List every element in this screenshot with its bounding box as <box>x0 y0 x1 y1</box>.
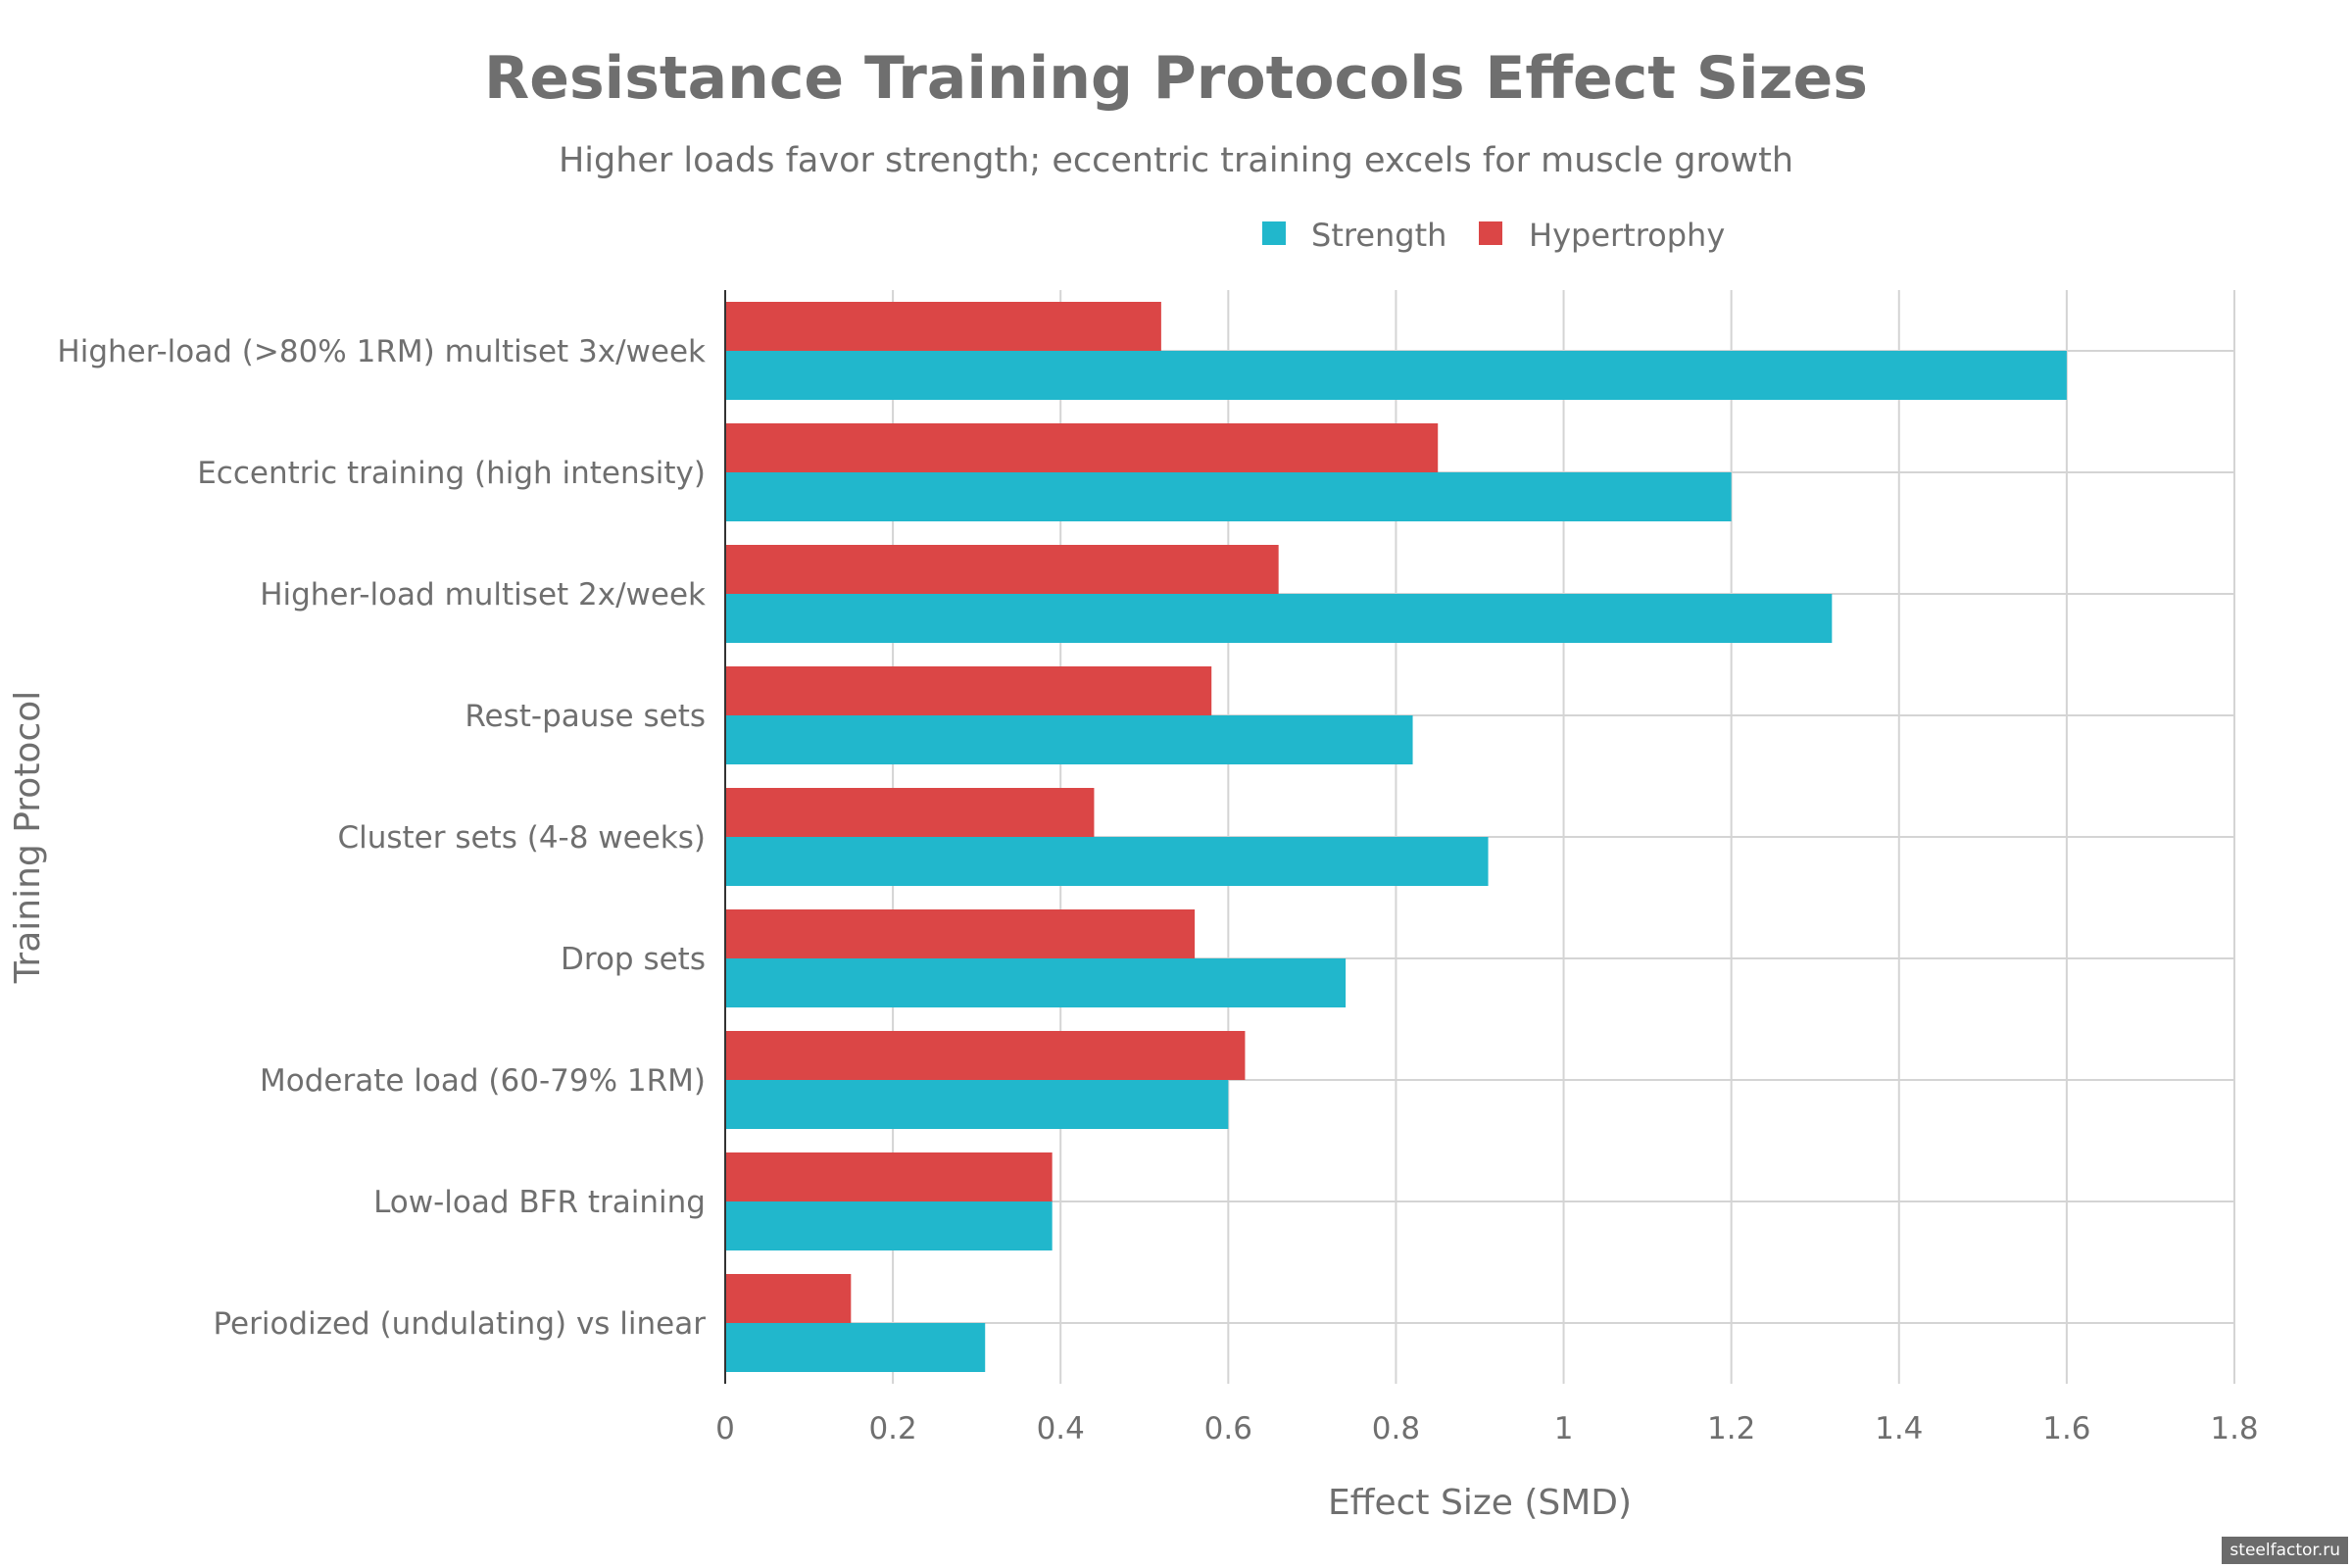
y-axis-title: Training Protocol <box>8 691 48 985</box>
category-label: Low-load BFR training <box>373 1185 706 1220</box>
x-tick-labels: 0 0.2 0.4 0.6 0.8 1 1.2 1.4 1.6 1.8 <box>715 1411 2259 1446</box>
category-label: Higher-load multiset 2x/week <box>260 577 706 612</box>
category-label: Cluster sets (4-8 weeks) <box>337 820 706 856</box>
chart-subtitle: Higher loads favor strength; eccentric t… <box>559 141 1793 180</box>
bar-hypertrophy <box>725 302 1161 351</box>
bar-hypertrophy <box>725 666 1212 715</box>
bar-hypertrophy <box>725 1031 1246 1080</box>
bar-strength <box>725 351 2067 400</box>
legend: Strength Hypertrophy <box>1262 217 1725 254</box>
category-label: Rest-pause sets <box>465 699 706 734</box>
x-tick-label: 0.6 <box>1204 1411 1252 1446</box>
bar-strength <box>725 1323 986 1372</box>
bar-hypertrophy <box>725 1274 852 1323</box>
x-tick-label: 1.8 <box>2210 1411 2258 1446</box>
bar-hypertrophy <box>725 1152 1053 1201</box>
bar-hypertrophy <box>725 545 1279 594</box>
x-tick-label: 0.4 <box>1037 1411 1085 1446</box>
category-label: Higher-load (>80% 1RM) multiset 3x/week <box>57 334 706 369</box>
category-label: Eccentric training (high intensity) <box>197 456 706 491</box>
category-labels: Higher-load (>80% 1RM) multiset 3x/week E… <box>57 334 706 1342</box>
legend-label-hypertrophy: Hypertrophy <box>1529 217 1725 254</box>
legend-label-strength: Strength <box>1311 217 1446 254</box>
x-tick-label: 0.2 <box>868 1411 916 1446</box>
bar-strength <box>725 472 1732 521</box>
bar-hypertrophy <box>725 909 1196 958</box>
bar-strength <box>725 594 1833 643</box>
x-tick-label: 0 <box>715 1411 735 1446</box>
bar-strength <box>725 1080 1229 1129</box>
category-label: Drop sets <box>561 942 706 977</box>
bar-hypertrophy <box>725 423 1439 472</box>
bar-hypertrophy <box>725 788 1095 837</box>
bar-strength <box>725 837 1489 886</box>
category-label: Moderate load (60-79% 1RM) <box>260 1063 706 1099</box>
x-tick-label: 1.2 <box>1707 1411 1755 1446</box>
x-tick-label: 1.4 <box>1875 1411 1923 1446</box>
chart-title: Resistance Training Protocols Effect Siz… <box>484 44 1868 113</box>
legend-swatch-hypertrophy <box>1479 221 1502 245</box>
bar-strength <box>725 1201 1053 1250</box>
bar-strength <box>725 958 1347 1007</box>
x-axis-title: Effect Size (SMD) <box>1328 1483 1632 1523</box>
category-label: Periodized (undulating) vs linear <box>213 1306 706 1342</box>
x-tick-label: 0.8 <box>1372 1411 1420 1446</box>
x-tick-label: 1.6 <box>2042 1411 2090 1446</box>
legend-swatch-strength <box>1262 221 1286 245</box>
watermark: steelfactor.ru <box>2222 1537 2348 1564</box>
bar-strength <box>725 715 1413 764</box>
bars <box>725 302 2067 1372</box>
x-tick-label: 1 <box>1554 1411 1574 1446</box>
